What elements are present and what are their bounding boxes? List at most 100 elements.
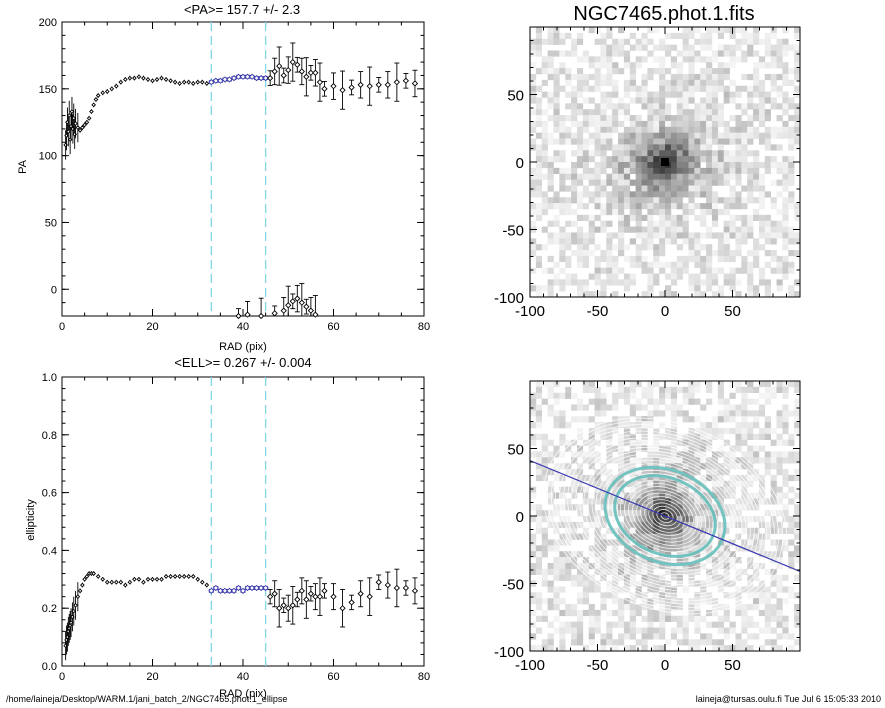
image-pixel [694,120,701,128]
image-pixel [717,120,724,128]
image-pixel [629,73,636,81]
data-point [100,576,106,582]
image-pixel [665,173,672,180]
image-pixel [670,492,678,499]
image-pixel [694,568,701,575]
image-pixel [559,179,566,186]
image-pixel [776,557,783,564]
image-pixel [641,232,648,239]
image-pixel [764,627,771,634]
image-pixel [747,633,754,640]
image-pixel [553,445,560,452]
image-pixel [670,44,678,51]
image-pixel [776,527,783,534]
image-pixel [700,592,707,599]
image-pixel [717,445,724,452]
image-pixel [659,68,666,75]
image-pixel [623,62,631,69]
image-pixel [635,226,642,233]
image-pixel [594,144,601,151]
image-pixel [553,214,560,221]
image-pixel [559,539,566,546]
image-pixel [576,179,584,186]
image-pixel [694,79,701,86]
image-pixel [547,451,554,458]
image-pixel [711,580,719,587]
image-pixel [559,516,566,523]
image-pixel [711,232,719,239]
image-pixel [711,267,719,274]
image-pixel [735,191,742,198]
image-pixel [711,173,719,180]
image-pixel [647,285,654,292]
image-pixel [559,185,566,192]
data-point [384,81,391,88]
image-pixel [717,510,724,517]
image-pixel [565,627,572,634]
image-pixel [694,173,701,180]
image-pixel [659,167,666,175]
image-pixel [588,85,595,92]
image-pixel [758,492,766,499]
image-pixel [758,433,766,440]
image-pixel [535,598,543,605]
image-pixel [729,97,736,104]
image-pixel [747,580,754,587]
image-pixel [635,203,642,210]
image-pixel [559,226,566,233]
image-pixel [764,44,771,51]
image-pixel [576,232,584,239]
image-pixel [600,557,607,564]
image-pixel [588,115,595,122]
image-pixel [647,392,654,399]
image-pixel [618,109,625,116]
image-pixel [665,291,672,297]
image-pixel [576,615,584,622]
image-pixel [776,521,783,529]
image-pixel [576,445,584,452]
image-pixel [606,62,613,69]
image-pixel [547,469,554,476]
image-pixel [647,185,654,192]
image-pixel [729,521,736,529]
image-pixel [682,255,689,263]
image-pixel [582,79,589,86]
image-pixel [735,521,742,529]
image-pixel [653,156,660,163]
image-pixel [576,250,584,257]
image-pixel [758,516,766,523]
image-pixel [606,279,613,286]
image-pixel [600,633,607,640]
image-pixel [729,486,736,493]
image-pixel [694,615,701,622]
image-pixel [688,50,695,57]
image-pixel [776,562,783,570]
image-pixel [553,451,560,458]
image-pixel [700,504,707,511]
image-pixel [782,226,789,233]
image-pixel [694,498,701,505]
image-pixel [717,138,724,145]
image-pixel [782,203,789,210]
image-pixel [576,79,584,86]
image-pixel [594,173,601,180]
image-pixel [706,120,713,128]
image-pixel [612,568,619,575]
image-pixel [594,191,601,198]
image-pixel [711,220,719,227]
image-pixel [676,615,683,622]
image-pixel [659,115,666,122]
data-point [226,587,233,594]
image-pixel [758,598,766,605]
image-pixel [582,486,589,493]
image-pixel [647,203,654,210]
image-pixel [729,492,736,499]
image-pixel [682,167,689,175]
image-pixel [612,191,619,198]
image-pixel [758,220,766,227]
image-pixel [794,510,800,517]
image-pixel [588,580,595,587]
image-pixel [623,38,631,45]
image-pixel [600,639,607,646]
image-pixel [764,451,771,458]
